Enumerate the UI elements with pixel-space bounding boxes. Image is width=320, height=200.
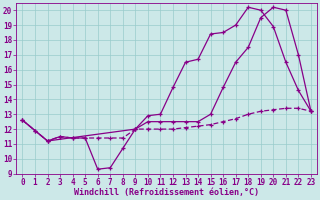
X-axis label: Windchill (Refroidissement éolien,°C): Windchill (Refroidissement éolien,°C) <box>74 188 259 197</box>
